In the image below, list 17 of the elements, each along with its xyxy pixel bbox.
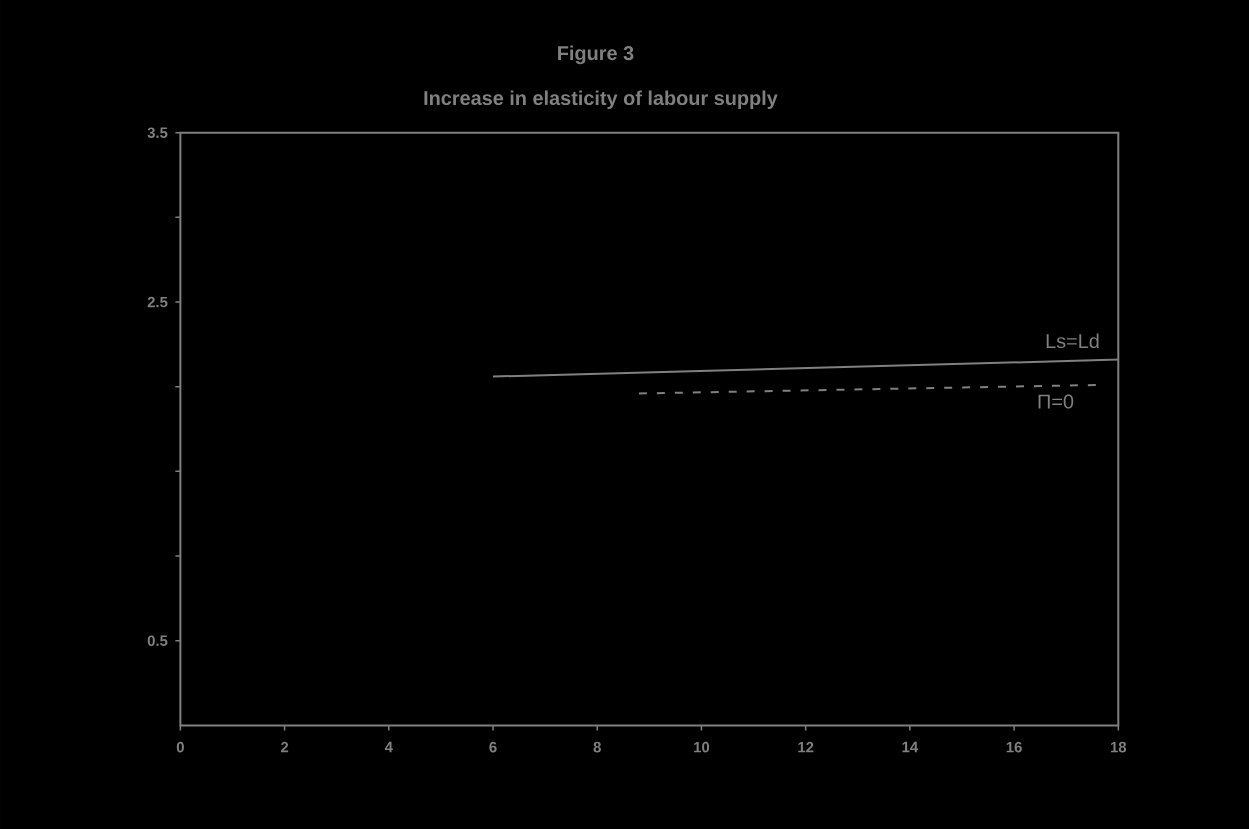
x-tick-label: 4 bbox=[384, 741, 393, 753]
y-tick-label: 3.5 bbox=[147, 127, 168, 138]
x-tick-label: 8 bbox=[593, 741, 601, 753]
y-tick-label: 0.5 bbox=[147, 635, 168, 646]
x-tick-label: 6 bbox=[489, 741, 497, 753]
y-tick-label: 2.5 bbox=[147, 296, 168, 308]
x-tick-label: 18 bbox=[1110, 741, 1127, 753]
x-tick-label: 2 bbox=[280, 741, 289, 753]
chart-subtitle: Increase in elasticity of labour supply bbox=[424, 90, 778, 109]
series-label: Π=0 bbox=[1038, 394, 1074, 409]
x-tick-label: 14 bbox=[902, 741, 919, 753]
x-tick-label: 10 bbox=[694, 741, 710, 753]
x-tick-label: 12 bbox=[798, 741, 814, 753]
x-tick-label: 0 bbox=[176, 741, 184, 753]
series-label: Ls=Ld bbox=[1046, 333, 1099, 349]
chart-title: Figure 3 bbox=[558, 45, 634, 65]
x-tick-label: 16 bbox=[1006, 741, 1022, 753]
